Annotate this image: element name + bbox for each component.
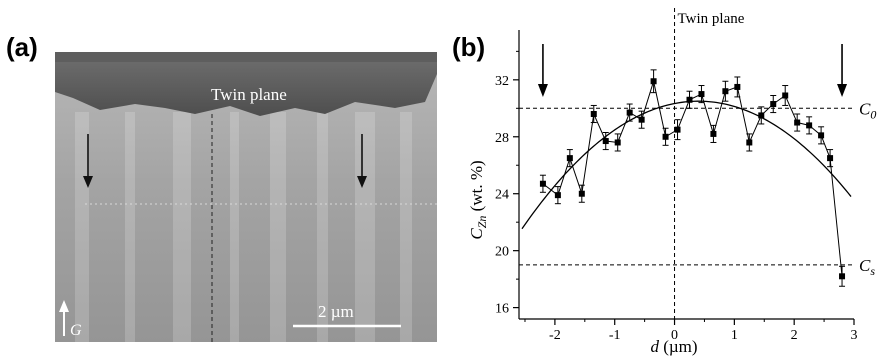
micrograph-twin-plane-label: Twin plane [211,85,287,104]
data-point [827,155,834,162]
micrograph-streaks [75,112,412,342]
data-point [782,92,789,99]
data-point [566,155,573,162]
chart-arrow-head [537,84,548,97]
data-point [602,138,609,145]
data-point [746,139,753,146]
data-point [650,78,657,85]
data-point [770,101,777,108]
y-axis-label: CZn (wt. %) [467,160,489,239]
data-point [818,132,825,139]
twin-region-band [55,52,437,116]
data-point [806,122,813,129]
data-point [839,273,846,280]
data-point [710,130,717,137]
x-axis-label-main: d [650,337,659,356]
micrograph-arrow-right [357,134,367,188]
data-point [662,133,669,140]
data-point [539,180,546,187]
x-tick-label: -2 [549,328,561,343]
micrograph-image: Twin plane 2 µm G [55,52,437,342]
y-tick-label: 16 [495,302,509,317]
data-point [698,91,705,98]
x-tick-label: 2 [791,328,798,343]
panel-a-label: (a) [6,32,38,62]
y-tick-label: 24 [495,188,509,203]
growth-direction-arrow [59,300,69,336]
y-axis-label-sub: Zn [475,216,489,229]
data-point [734,83,741,90]
twin-plane-label: Twin plane [678,11,745,27]
data-point [578,190,585,197]
reference-line-label: C0 [859,99,876,121]
y-axis-label-unit: (wt. %) [467,160,486,215]
data-point [794,119,801,126]
data-point [614,139,621,146]
chart-arrow-head [837,84,848,97]
data-point [686,96,693,103]
reference-line-label: Cs [859,256,875,278]
x-tick-label: 3 [851,328,858,343]
x-axis-label: d (µm) [650,337,697,356]
y-tick-label: 20 [495,245,509,260]
composition-chart: -2 -1 0 1 2 3 16 20 24 28 32 C0 Cs Twin plane CZn (wt… [467,8,876,356]
y-tick-label: 32 [495,74,509,89]
micrograph-arrow-left [83,134,93,188]
data-point [758,112,765,119]
data-point [626,109,633,116]
data-point [674,126,681,133]
fitted-curve [521,100,852,230]
x-tick-label: 0 [671,328,678,343]
growth-label: G [70,322,82,339]
panel-b-label: (b) [452,32,486,62]
data-point [638,116,645,123]
x-axis-label-unit: (µm) [659,337,698,356]
data-point [722,88,729,95]
scale-bar-label: 2 µm [318,302,354,321]
y-tick-label: 28 [495,131,509,146]
top-edge-band [55,52,437,62]
data-series-line [542,79,843,277]
data-point [590,110,597,117]
x-tick-label: -1 [609,328,621,343]
y-axis-label-main: C [467,228,486,240]
x-tick-label: 1 [731,328,738,343]
data-point [554,192,561,199]
